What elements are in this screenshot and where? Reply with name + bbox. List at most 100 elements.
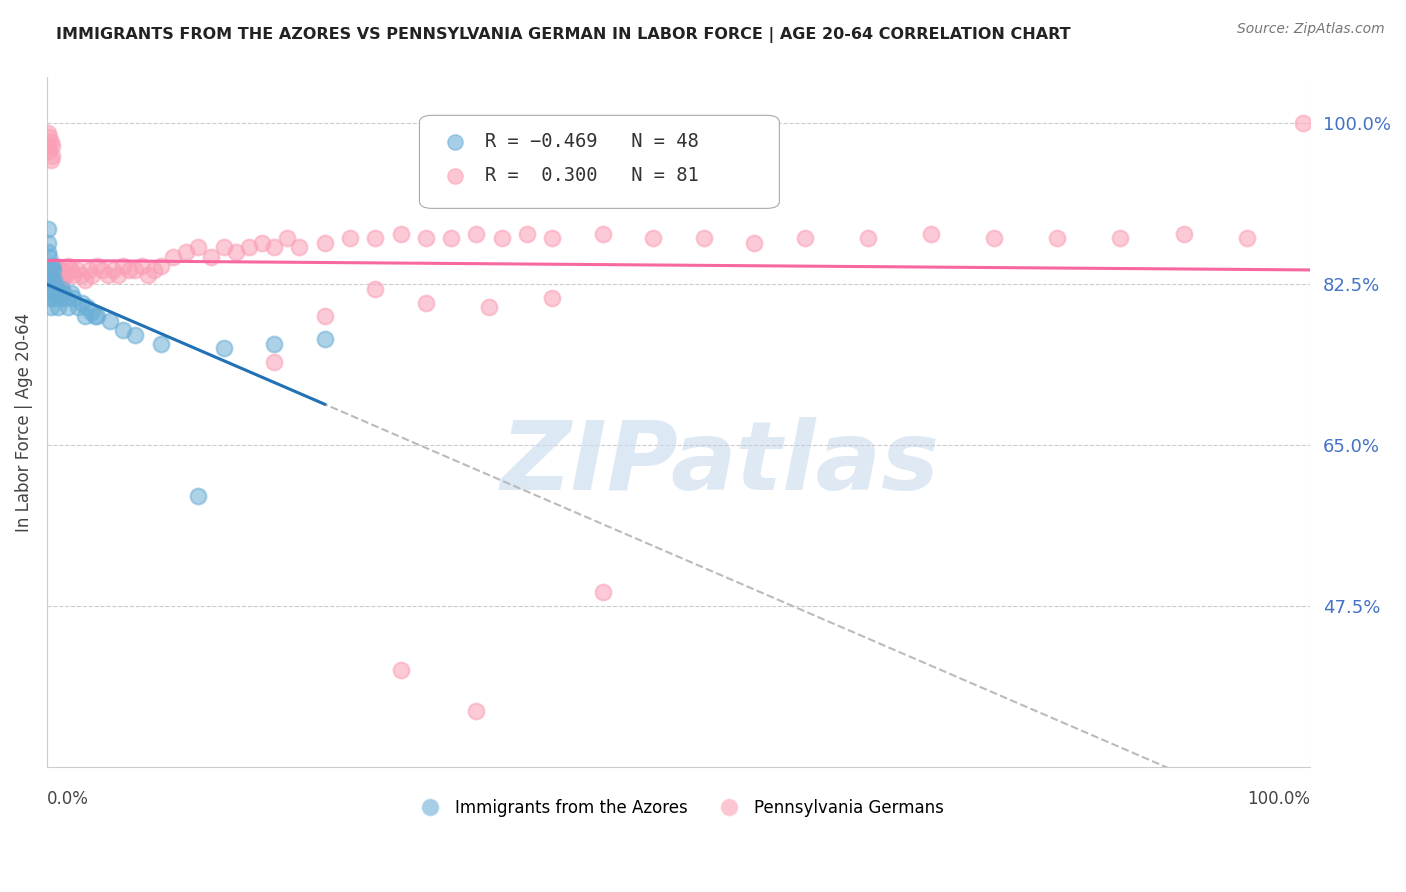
Point: [80, 304, 103, 318]
Point: [440, 231, 463, 245]
Point: [415, 295, 437, 310]
Point: [149, 337, 172, 351]
Point: [1173, 227, 1195, 241]
Point: [38, 282, 60, 296]
Point: [238, 240, 260, 254]
Point: [212, 342, 235, 356]
Point: [162, 250, 184, 264]
Point: [41, 286, 63, 301]
Point: [42, 263, 65, 277]
Point: [174, 245, 197, 260]
Point: [592, 227, 614, 241]
Point: [124, 263, 146, 277]
Point: [38, 291, 60, 305]
Point: [46, 272, 69, 286]
Point: [70, 268, 93, 282]
Text: IMMIGRANTS FROM THE AZORES VS PENNSYLVANIA GERMAN IN LABOR FORCE | AGE 20-64 COR: IMMIGRANTS FROM THE AZORES VS PENNSYLVAN…: [56, 27, 1071, 43]
Point: [983, 231, 1005, 245]
Point: [62, 268, 84, 282]
Point: [51, 272, 73, 286]
Point: [39, 135, 62, 149]
Point: [98, 314, 121, 328]
Point: [263, 240, 285, 254]
Point: [41, 259, 63, 273]
Point: [39, 153, 62, 168]
Point: [314, 332, 336, 346]
Point: [793, 231, 815, 245]
Point: [37, 245, 59, 260]
Point: [77, 263, 100, 277]
Point: [465, 227, 488, 241]
Point: [52, 263, 75, 277]
Point: [44, 272, 66, 286]
Text: atlas: atlas: [671, 417, 939, 510]
Point: [39, 282, 62, 296]
Point: [48, 286, 70, 301]
Point: [41, 272, 63, 286]
Point: [263, 355, 285, 369]
Point: [82, 268, 104, 282]
Point: [111, 323, 134, 337]
Text: R =  0.300   N = 81: R = 0.300 N = 81: [485, 167, 699, 186]
Point: [389, 663, 412, 677]
Point: [46, 286, 69, 301]
Point: [39, 263, 62, 277]
Point: [491, 231, 513, 245]
Point: [516, 227, 538, 241]
Point: [96, 268, 118, 282]
Point: [37, 126, 59, 140]
Point: [339, 231, 361, 245]
Point: [52, 286, 75, 301]
Point: [225, 245, 247, 260]
Point: [67, 300, 90, 314]
Point: [856, 231, 879, 245]
Point: [364, 231, 387, 245]
Text: Source: ZipAtlas.com: Source: ZipAtlas.com: [1237, 22, 1385, 37]
Point: [73, 310, 96, 324]
Point: [48, 263, 70, 277]
Point: [38, 144, 60, 158]
Point: [44, 282, 66, 296]
Point: [42, 263, 65, 277]
Point: [59, 263, 82, 277]
Point: [111, 259, 134, 273]
Point: [51, 282, 73, 296]
Point: [83, 310, 105, 324]
Point: [46, 300, 69, 314]
Point: [465, 705, 488, 719]
Point: [70, 295, 93, 310]
Point: [46, 282, 69, 296]
Point: [62, 291, 84, 305]
Point: [1292, 116, 1315, 130]
Point: [1236, 231, 1258, 245]
Point: [118, 263, 141, 277]
Point: [66, 263, 89, 277]
Point: [920, 227, 942, 241]
Text: ZIP: ZIP: [501, 417, 679, 510]
Point: [91, 263, 114, 277]
Point: [692, 231, 714, 245]
Point: [38, 272, 60, 286]
Point: [1109, 231, 1132, 245]
Point: [45, 282, 67, 296]
Point: [38, 130, 60, 145]
Point: [41, 148, 63, 162]
Point: [212, 240, 235, 254]
FancyBboxPatch shape: [419, 115, 779, 209]
Point: [131, 259, 153, 273]
Point: [288, 240, 311, 254]
Point: [314, 310, 336, 324]
Point: [46, 268, 69, 282]
Y-axis label: In Labor Force | Age 20-64: In Labor Force | Age 20-64: [15, 312, 32, 532]
Point: [643, 231, 665, 245]
Point: [389, 227, 412, 241]
Point: [42, 291, 65, 305]
Point: [415, 231, 437, 245]
Point: [107, 268, 129, 282]
Point: [187, 240, 209, 254]
Point: [149, 259, 172, 273]
Point: [541, 231, 564, 245]
Point: [187, 489, 209, 503]
Point: [45, 286, 67, 301]
Point: [37, 222, 59, 236]
